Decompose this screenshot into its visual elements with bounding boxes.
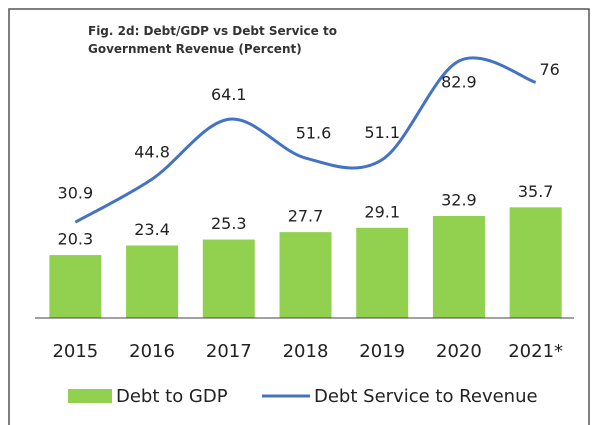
line-value-label: 64.1	[211, 85, 247, 104]
x-tick-label: 2020	[436, 341, 482, 362]
x-tick-label: 2017	[206, 341, 252, 362]
line-value-label: 82.9	[441, 73, 477, 92]
x-tick-label: 2016	[129, 341, 175, 362]
x-tick-label: 2021*	[508, 341, 563, 362]
bar	[126, 245, 179, 318]
bar-value-label: 27.7	[288, 207, 324, 226]
bar-value-label: 35.7	[518, 182, 554, 201]
bar	[356, 227, 409, 318]
legend-swatch	[68, 389, 112, 403]
line-value-label: 76	[539, 60, 559, 79]
legend-label: Debt Service to Revenue	[314, 386, 538, 407]
bar-value-label: 20.3	[58, 230, 94, 249]
legend-label: Debt to GDP	[116, 386, 228, 407]
bar-value-label: 29.1	[364, 202, 400, 221]
line-value-label: 51.6	[296, 124, 332, 143]
x-tick-label: 2015	[52, 341, 98, 362]
bar	[202, 239, 255, 318]
x-tick-label: 2018	[283, 341, 329, 362]
line	[74, 56, 537, 224]
bar-value-label: 25.3	[211, 214, 247, 233]
frame	[8, 8, 590, 425]
line-value-label: 30.9	[58, 184, 94, 203]
bar-value-label: 32.9	[441, 191, 477, 210]
line-value-label: 51.1	[364, 123, 400, 142]
line-value-label: 44.8	[134, 143, 170, 162]
bar	[279, 232, 332, 318]
x-tick-label: 2019	[359, 341, 405, 362]
chart-title: Fig. 2d: Debt/GDP vs Debt Service to Gov…	[88, 24, 337, 56]
bar-value-label: 23.4	[134, 220, 170, 239]
bar	[49, 255, 102, 318]
bar	[509, 207, 562, 318]
bar	[432, 216, 485, 318]
